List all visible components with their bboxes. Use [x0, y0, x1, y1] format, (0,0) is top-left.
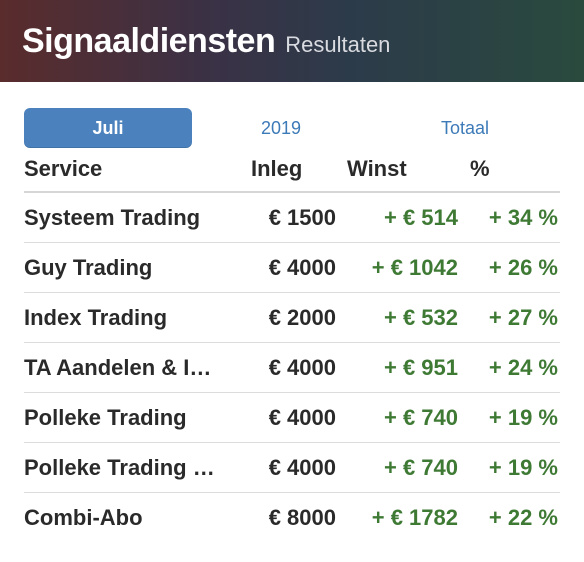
winst-value: + € 740 [383, 455, 458, 480]
percent-value: + 24 % [488, 355, 558, 380]
column-header-percent: % [470, 156, 490, 181]
table-row[interactable]: Systeem Trading € 1500 + € 514 + 34 % [24, 193, 560, 243]
table-row[interactable]: Polleke Trading … € 4000 + € 740 + 19 % [24, 443, 560, 493]
tab-totaal[interactable]: Totaal [440, 118, 490, 138]
winst-value: + € 532 [383, 305, 458, 330]
page-title: Signaaldiensten [22, 22, 276, 60]
winst-value: + € 1042 [371, 255, 458, 280]
service-name: TA Aandelen & I… [24, 355, 212, 380]
inleg-value: € 4000 [268, 355, 336, 380]
service-name: Polleke Trading [24, 405, 187, 430]
page-subtitle: Resultaten [285, 32, 391, 57]
service-name: Index Trading [24, 305, 168, 330]
winst-value: + € 951 [383, 355, 458, 380]
tab-2019[interactable]: 2019 [260, 118, 302, 138]
inleg-value: € 4000 [268, 405, 336, 430]
table-row[interactable]: Polleke Trading € 4000 + € 740 + 19 % [24, 393, 560, 443]
table-row[interactable]: Index Trading € 2000 + € 532 + 27 % [24, 293, 560, 343]
period-tabs: Juli 2019 Totaal [0, 108, 584, 148]
column-header-inleg: Inleg [251, 156, 303, 181]
inleg-value: € 4000 [268, 255, 336, 280]
table-row[interactable]: Combi-Abo € 8000 + € 1782 + 22 % [24, 493, 560, 543]
percent-value: + 34 % [488, 205, 558, 230]
table-row[interactable]: TA Aandelen & I… € 4000 + € 951 + 24 % [24, 343, 560, 393]
percent-value: + 19 % [488, 405, 558, 430]
table-row[interactable]: Guy Trading € 4000 + € 1042 + 26 % [24, 243, 560, 293]
inleg-value: € 8000 [268, 505, 336, 530]
winst-value: + € 514 [383, 205, 458, 230]
inleg-value: € 1500 [268, 205, 336, 230]
winst-value: + € 1782 [371, 505, 458, 530]
service-name: Systeem Trading [24, 205, 201, 230]
tab-juli[interactable]: Juli [24, 108, 192, 148]
inleg-value: € 4000 [268, 455, 336, 480]
percent-value: + 22 % [488, 505, 558, 530]
service-name: Combi-Abo [24, 505, 143, 530]
page-header: Signaaldiensten Resultaten [0, 0, 584, 82]
service-name: Guy Trading [24, 255, 153, 280]
table-header: Service Inleg Winst % [24, 148, 560, 193]
spacer [0, 82, 584, 108]
column-header-winst: Winst [347, 156, 407, 181]
percent-value: + 27 % [488, 305, 558, 330]
inleg-value: € 2000 [268, 305, 336, 330]
percent-value: + 26 % [488, 255, 558, 280]
winst-value: + € 740 [383, 405, 458, 430]
service-name: Polleke Trading … [24, 455, 215, 480]
results-table: Systeem Trading € 1500 + € 514 + 34 % Gu… [24, 193, 560, 543]
percent-value: + 19 % [488, 455, 558, 480]
column-header-service: Service [24, 156, 103, 181]
